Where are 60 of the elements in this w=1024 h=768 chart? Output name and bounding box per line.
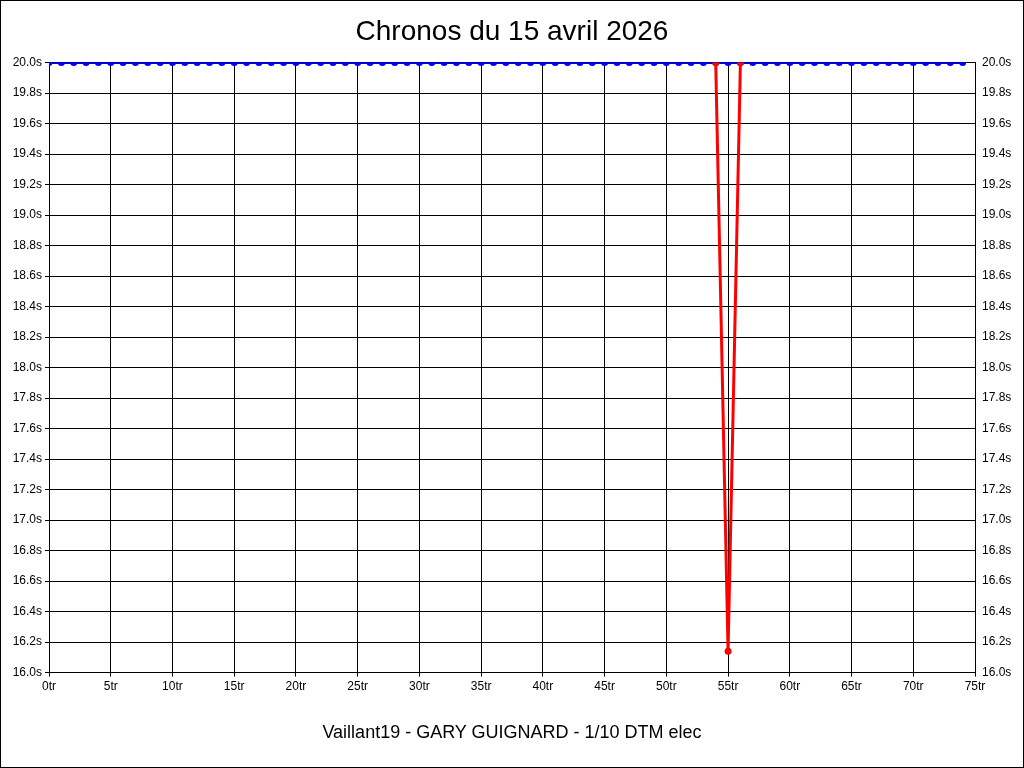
y-tick-label: 16.6s — [12, 573, 42, 588]
y-tick-label: 16.0s — [12, 664, 42, 679]
x-tick-label: 45tr — [594, 679, 615, 694]
x-tick-label: 10tr — [162, 679, 183, 694]
y2-tick-label: 18.2s — [982, 329, 1012, 344]
y-tick-label: 18.2s — [12, 329, 42, 344]
y-tick-label: 18.4s — [12, 298, 42, 313]
y-tick-label: 20.0s — [12, 54, 42, 69]
y-tick-label: 19.2s — [12, 176, 42, 191]
x-tick-label: 65tr — [841, 679, 862, 694]
y2-tick-label: 18.6s — [982, 268, 1012, 283]
y-tick-label: 17.2s — [12, 481, 42, 496]
x-tick-label: 30tr — [409, 679, 430, 694]
y-tick-label: 17.0s — [12, 512, 42, 527]
y-tick-label: 17.4s — [12, 451, 42, 466]
y2-tick-label: 17.6s — [982, 420, 1012, 435]
y2-tick-label: 18.4s — [982, 298, 1012, 313]
y2-tick-label: 17.4s — [982, 451, 1012, 466]
x-tick-label: 15tr — [223, 679, 245, 694]
x-tick-label: 20tr — [285, 679, 307, 694]
x-tick-label: 25tr — [347, 679, 369, 694]
x-tick-label: 55tr — [717, 679, 739, 694]
y2-tick-label: 16.4s — [982, 603, 1012, 618]
x-tick-label: 35tr — [470, 679, 492, 694]
y2-tick-label: 17.0s — [982, 512, 1012, 527]
text: Vaillant19 - GARY GUIGNARD - 1/10 DTM elec — [322, 721, 702, 742]
y2-tick-label: 18.8s — [982, 237, 1012, 252]
y2-tick-label: 16.8s — [982, 542, 1012, 557]
y2-tick-label: 17.8s — [982, 390, 1012, 405]
x-tick-label: 40tr — [532, 679, 554, 694]
y-tick-label: 16.4s — [12, 603, 42, 618]
y2-tick-label: 19.2s — [982, 176, 1012, 191]
y-tick-label: 17.6s — [12, 420, 42, 435]
y-tick-label: 18.0s — [12, 359, 42, 374]
y-tick-label: 16.8s — [12, 542, 42, 557]
y-tick-label: 17.8s — [12, 390, 42, 405]
x-tick-label: 5tr — [103, 679, 118, 694]
y-tick-label: 19.0s — [12, 207, 42, 222]
y2-tick-label: 16.0s — [982, 664, 1012, 679]
y-tick-label: 18.8s — [12, 237, 42, 252]
y-tick-label: 18.6s — [12, 268, 42, 283]
y2-tick-label: 19.6s — [982, 115, 1012, 130]
y-tick-label: 19.8s — [12, 85, 42, 100]
x-tick-label: 70tr — [902, 679, 924, 694]
y2-tick-label: 19.4s — [982, 146, 1012, 161]
chart-title: Chronos du 15 avril 2026 — [355, 14, 669, 46]
y-tick-label: 16.2s — [12, 634, 42, 649]
y-tick-label: 19.6s — [12, 115, 42, 130]
x-tick-label: 75tr — [964, 679, 986, 694]
x-tick-label: 60tr — [779, 679, 801, 694]
y2-tick-label: 16.2s — [982, 634, 1012, 649]
y2-tick-label: 20.0s — [982, 54, 1012, 69]
y2-tick-label: 17.2s — [982, 481, 1012, 496]
y2-tick-label: 19.0s — [982, 207, 1012, 222]
y2-tick-label: 16.6s — [982, 573, 1012, 588]
x-tick-label: 50tr — [655, 679, 677, 694]
y-tick-label: 19.4s — [12, 146, 42, 161]
y2-tick-label: 19.8s — [982, 85, 1012, 100]
x-tick-label: 0tr — [41, 679, 57, 694]
y2-tick-label: 18.0s — [982, 359, 1012, 374]
